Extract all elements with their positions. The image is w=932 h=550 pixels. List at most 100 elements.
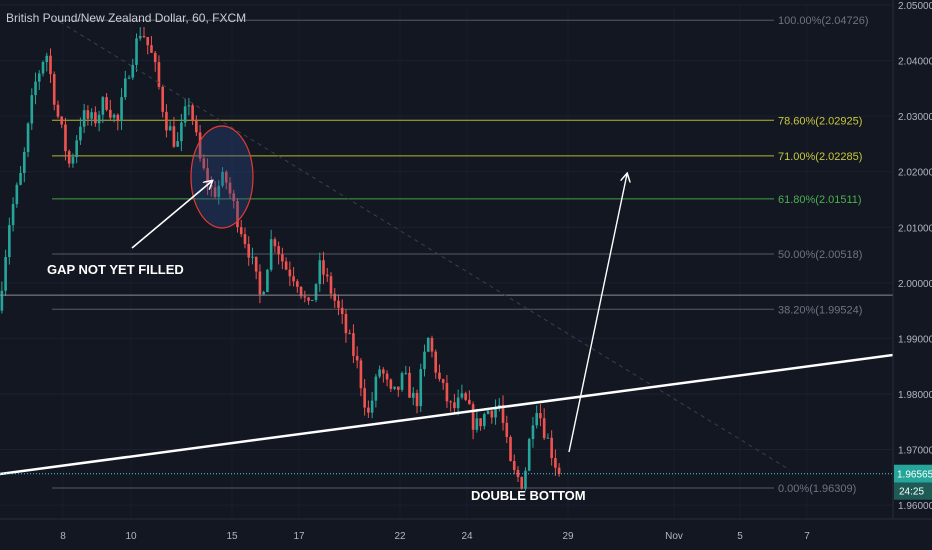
candle-body (378, 369, 381, 377)
candle-body (105, 97, 108, 110)
candle-body (15, 184, 19, 205)
time-axis[interactable]: 8 10 15 17 22 24 29 Nov 5 7 (0, 518, 932, 542)
candle-body (127, 77, 131, 79)
candle-body (34, 81, 37, 96)
candle-body (542, 418, 546, 439)
candle-body (198, 132, 202, 159)
candle-body (153, 52, 157, 63)
candle-body (483, 413, 486, 427)
candle-body (254, 256, 258, 272)
candle-body (460, 393, 464, 398)
current-price-badge (894, 464, 932, 483)
candle-body (296, 281, 299, 287)
candle-body (494, 407, 497, 418)
dashed-trend-line (59, 21, 791, 471)
candle-body (307, 297, 310, 301)
candle-body (445, 382, 449, 402)
candle-body (367, 407, 370, 413)
candle-body (314, 284, 318, 301)
candle-body (221, 171, 224, 186)
candle-body (97, 114, 101, 124)
candle-body (404, 372, 408, 374)
candle-body (426, 337, 430, 352)
candle-body (344, 314, 348, 334)
candlestick-series (0, 27, 561, 491)
candle-body (45, 55, 49, 63)
drawing-tools[interactable] (0, 21, 894, 476)
symbol-title[interactable]: British Pound/New Zealand Dollar, 60, FX… (6, 11, 247, 25)
candle-body (277, 246, 280, 255)
candle-body (232, 193, 236, 202)
candle-body (71, 157, 75, 164)
fib-level-label: 50.00%(2.00518) (778, 249, 862, 261)
candle-body (539, 413, 542, 419)
candle-body (142, 35, 146, 38)
candle-body (292, 276, 295, 282)
candle-body (352, 333, 355, 356)
candle-body (527, 439, 531, 471)
candle-body (86, 110, 90, 119)
candle-body (464, 393, 467, 400)
candle-body (475, 418, 479, 430)
gap-annotation: GAP NOT YET FILLED (47, 262, 184, 277)
candle-body (30, 95, 34, 124)
candle-body (109, 109, 112, 118)
candle-body (512, 460, 516, 471)
candle-body (161, 86, 164, 112)
candle-body (202, 158, 206, 169)
candle-body (535, 413, 538, 426)
candle-body (284, 261, 288, 270)
candle-body (258, 271, 262, 295)
candle-body (554, 458, 557, 468)
candle-body (180, 122, 183, 142)
price-axis[interactable]: 2.05000 2.04000 2.03000 2.02000 2.01000 2.000… (892, 0, 932, 519)
candle-body (52, 74, 56, 105)
countdown-badge (894, 482, 932, 500)
candle-body (0, 290, 4, 311)
candle-body (41, 62, 45, 74)
candle-body (135, 38, 138, 65)
price-tick-label: 2.01000 (898, 223, 932, 234)
candle-body (550, 437, 553, 459)
candle-body (385, 373, 389, 380)
countdown-label: 24:25 (899, 487, 924, 498)
candle-body (112, 114, 116, 118)
candle-body (303, 296, 307, 298)
candle-body (138, 35, 142, 39)
candle-body (94, 112, 97, 124)
time-tick-label: 8 (60, 531, 66, 542)
time-tick-label: 22 (394, 531, 406, 542)
candle-body (176, 141, 179, 147)
candle-body (509, 436, 512, 461)
candle-body (501, 404, 505, 423)
fib-level-label: 61.80%(2.01511) (778, 194, 862, 206)
candle-body (449, 401, 452, 403)
candle-body (150, 45, 153, 53)
candle-body (438, 372, 441, 380)
candle-body (374, 376, 378, 401)
candle-body (116, 114, 120, 122)
candle-body (490, 410, 494, 418)
candle-body (228, 182, 232, 194)
candle-body (348, 333, 351, 335)
fib-level-label: 100.00%(2.04726) (778, 15, 869, 27)
candle-body (411, 392, 415, 398)
candle-body (247, 243, 251, 258)
candle-body (363, 388, 366, 408)
candle-body (333, 293, 337, 301)
candle-body (322, 260, 325, 275)
candle-body (408, 372, 411, 398)
grid-lines (0, 4, 893, 519)
candle-body (266, 269, 269, 293)
time-tick-label: Nov (665, 531, 683, 542)
candle-body (49, 55, 52, 75)
price-tick-label: 2.05000 (898, 1, 932, 12)
candle-body (486, 410, 490, 414)
fibonacci-retracement[interactable]: 100.00%(2.04726) 78.60%(2.02925) 71.00%(2.… (52, 15, 869, 495)
candle-body (456, 397, 460, 409)
time-tick-label: 24 (461, 531, 473, 542)
candle-body (337, 300, 340, 308)
candle-body (423, 351, 426, 370)
